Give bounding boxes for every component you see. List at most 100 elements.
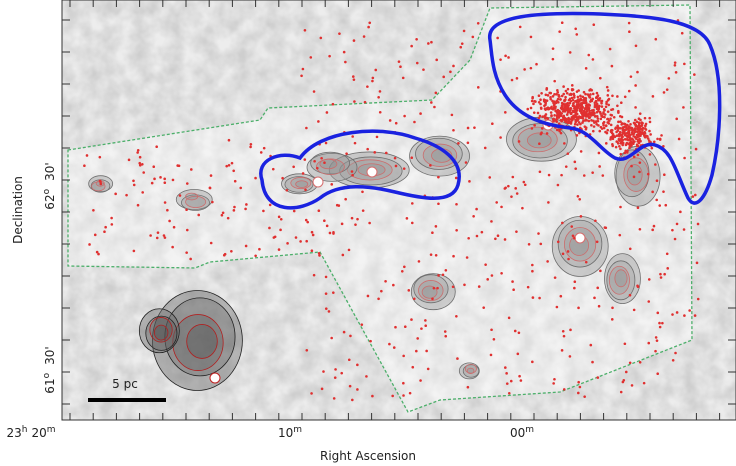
point <box>636 121 639 124</box>
point <box>581 121 584 124</box>
point <box>583 91 586 94</box>
point <box>362 209 365 212</box>
point <box>278 216 281 219</box>
point <box>674 352 677 355</box>
point <box>594 115 597 118</box>
point <box>305 127 308 130</box>
point <box>442 76 445 79</box>
point <box>455 315 458 318</box>
point <box>374 69 377 72</box>
point <box>548 92 551 95</box>
point <box>373 151 376 154</box>
point <box>141 191 144 194</box>
point <box>683 157 686 160</box>
point <box>190 168 193 171</box>
point <box>281 177 284 180</box>
point <box>651 147 654 150</box>
point <box>280 218 283 221</box>
point <box>473 126 476 129</box>
point <box>585 67 588 70</box>
point <box>467 386 470 389</box>
point <box>654 38 657 41</box>
point <box>683 314 686 317</box>
point <box>643 131 646 134</box>
point <box>580 102 583 105</box>
point <box>575 33 578 36</box>
point <box>312 234 315 237</box>
point <box>528 243 531 246</box>
point <box>110 217 113 220</box>
point <box>472 215 475 218</box>
point <box>239 187 242 190</box>
point <box>533 100 536 103</box>
point <box>343 331 346 334</box>
point <box>518 375 521 378</box>
point <box>639 112 642 115</box>
point <box>552 102 555 105</box>
point <box>435 59 438 62</box>
point <box>329 232 332 235</box>
point <box>615 146 618 149</box>
point <box>344 61 347 64</box>
point <box>311 231 314 234</box>
point <box>541 127 544 130</box>
point <box>579 107 582 110</box>
point <box>510 380 513 383</box>
point <box>605 125 608 128</box>
point <box>552 58 555 61</box>
point <box>142 171 145 174</box>
point <box>436 287 439 290</box>
point <box>545 94 548 97</box>
tick-text: 61 <box>43 378 57 393</box>
point <box>639 132 642 135</box>
point <box>500 206 503 209</box>
point <box>318 254 321 257</box>
point <box>540 107 543 110</box>
point <box>600 100 603 103</box>
point <box>645 128 648 131</box>
point <box>179 194 182 197</box>
point <box>137 204 140 207</box>
point <box>629 145 632 148</box>
point <box>658 204 661 207</box>
point <box>624 342 627 345</box>
point <box>321 388 324 391</box>
point <box>638 171 641 174</box>
point <box>222 211 225 214</box>
point <box>568 93 571 96</box>
point <box>625 125 628 128</box>
point <box>356 388 359 391</box>
point <box>495 201 498 204</box>
point <box>286 189 289 192</box>
point <box>418 260 421 263</box>
contour <box>154 325 168 340</box>
point <box>593 297 596 300</box>
point <box>659 326 662 329</box>
point <box>544 116 547 119</box>
point <box>114 193 117 196</box>
point <box>211 201 214 204</box>
point <box>393 346 396 349</box>
point <box>384 280 387 283</box>
point <box>333 397 336 400</box>
point <box>524 183 527 186</box>
point <box>598 165 601 168</box>
point <box>520 379 523 382</box>
point <box>554 119 557 122</box>
point <box>617 121 620 124</box>
point <box>234 180 237 183</box>
point <box>570 122 573 125</box>
point <box>547 201 550 204</box>
point <box>610 131 613 134</box>
point <box>651 191 654 194</box>
point <box>588 116 591 119</box>
point <box>92 209 95 212</box>
point <box>430 41 433 44</box>
point <box>352 75 355 78</box>
point <box>376 136 379 139</box>
x-axis-label: Right Ascension <box>320 449 416 463</box>
point <box>644 124 647 127</box>
point <box>629 247 632 250</box>
point <box>186 229 189 232</box>
point <box>94 234 97 237</box>
